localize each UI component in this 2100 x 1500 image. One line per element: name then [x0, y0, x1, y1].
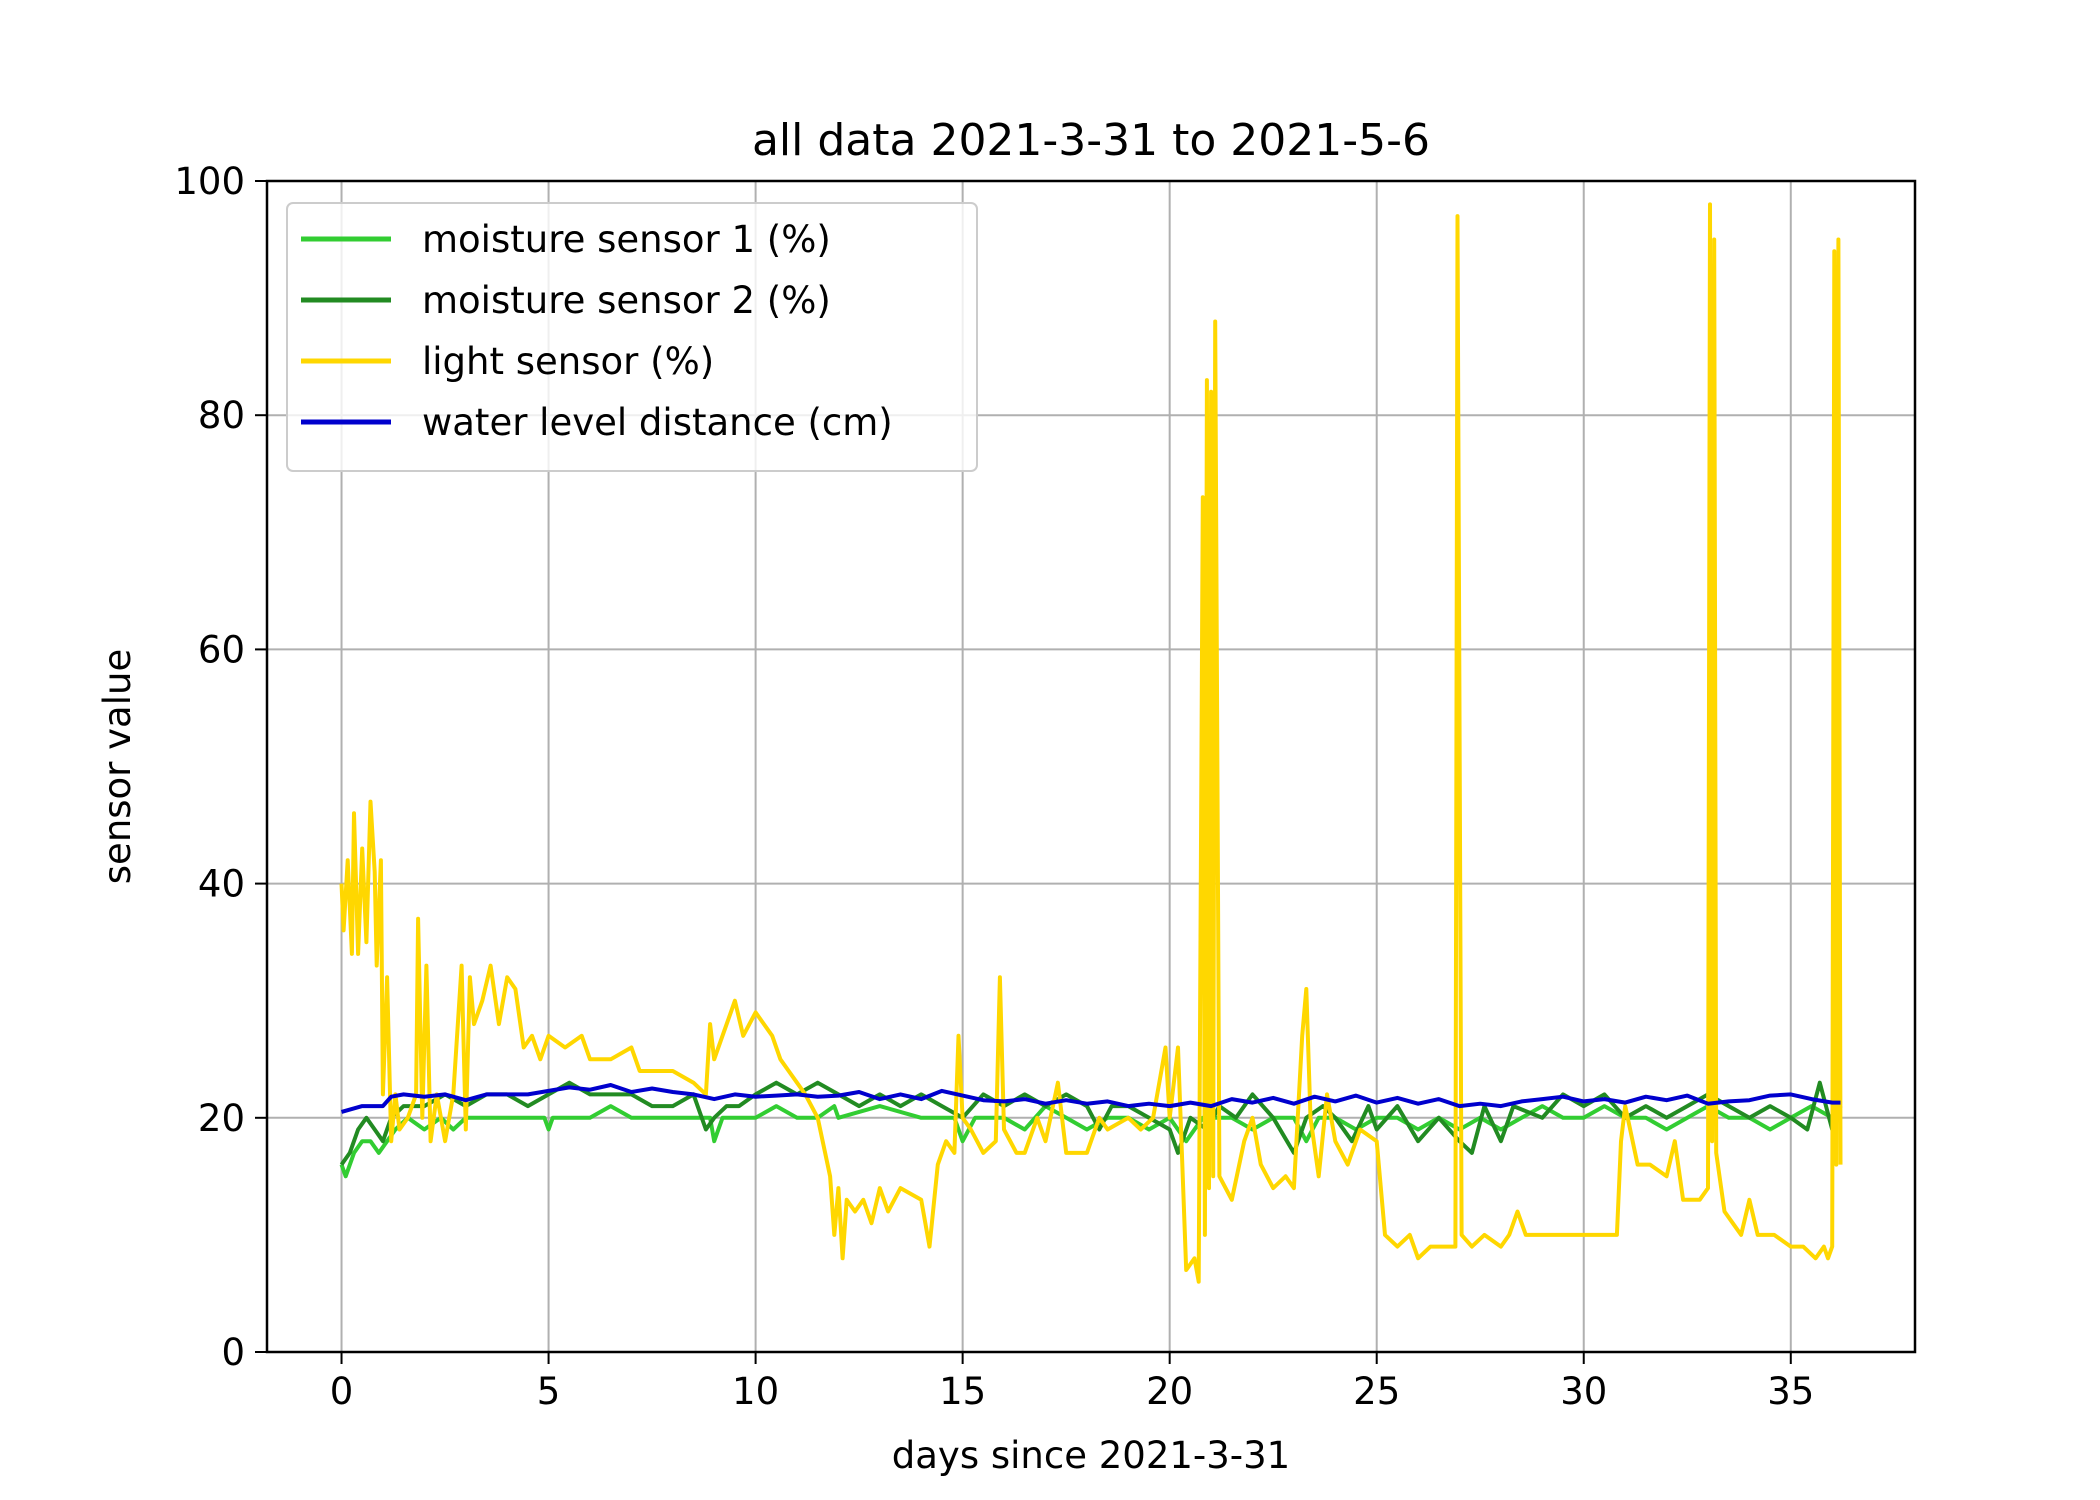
x-tick-label: 35 [1767, 1370, 1814, 1413]
legend: moisture sensor 1 (%) moisture sensor 2 (… [286, 202, 978, 472]
x-tick-label: 10 [732, 1370, 779, 1413]
series-line-3 [339, 202, 1843, 1284]
series-line-1 [339, 1104, 1841, 1179]
y-tick-label: 60 [198, 628, 245, 671]
legend-box [286, 202, 978, 472]
y-tick-label: 40 [198, 863, 245, 906]
x-axis: 0 5 10 15 20 25 30 35 [330, 1352, 1814, 1413]
x-tick-label: 5 [537, 1370, 561, 1413]
series-line-4 [340, 1083, 1841, 1114]
x-tick-label: 20 [1146, 1370, 1193, 1413]
legend-label: light sensor (%) [422, 340, 714, 383]
series-layer [339, 202, 1843, 1284]
y-tick-label: 80 [198, 394, 245, 437]
x-tick-label: 25 [1353, 1370, 1400, 1413]
y-axis: 0 20 40 60 80 100 [174, 160, 267, 1374]
legend-label: moisture sensor 2 (%) [422, 279, 831, 322]
plot-area [339, 202, 1843, 1284]
legend-label: water level distance (cm) [422, 401, 893, 444]
y-axis-label: sensor value [96, 649, 139, 884]
x-axis-label: days since 2021-3-31 [892, 1434, 1290, 1477]
y-tick-label: 20 [198, 1097, 245, 1140]
y-tick-label: 0 [221, 1331, 245, 1374]
chart-title: all data 2021-3-31 to 2021-5-6 [752, 115, 1430, 166]
x-tick-label: 15 [939, 1370, 986, 1413]
x-tick-label: 0 [330, 1370, 354, 1413]
y-tick-label: 100 [174, 160, 245, 203]
plot-frame [265, 179, 1917, 1354]
x-tick-label: 30 [1560, 1370, 1607, 1413]
legend-label: moisture sensor 1 (%) [422, 218, 831, 261]
